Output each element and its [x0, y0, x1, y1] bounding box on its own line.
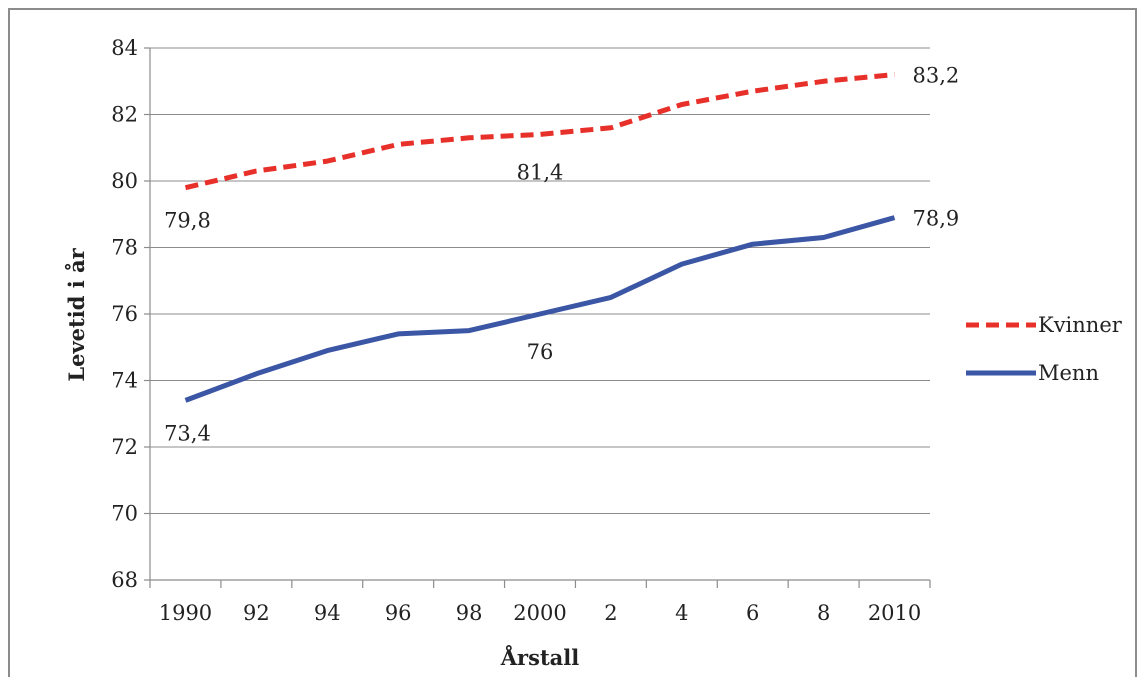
series-line-menn: [184, 215, 896, 403]
legend-label-kvinner: Kvinner: [1038, 313, 1123, 337]
legend: Kvinner Menn: [966, 313, 1123, 385]
data-label-kvinner-5: 81,4: [517, 160, 564, 184]
gridlines: [150, 47, 930, 514]
y-axis-title: Levetid i år: [64, 247, 89, 381]
x-tick-label-7: 4: [675, 601, 688, 625]
data-label-menn-0: 73,4: [164, 421, 211, 445]
y-tick-label-82: 82: [111, 103, 138, 127]
y-tick-label-76: 76: [111, 302, 138, 326]
x-tick-label-10: 2010: [868, 601, 921, 625]
legend-label-menn: Menn: [1038, 361, 1099, 385]
x-tick-label-8: 6: [746, 601, 759, 625]
chart-frame: [8, 8, 1137, 677]
y-tick-label-74: 74: [111, 369, 138, 393]
y-tick-labels: 68 70 72 74 76 78 80 82 84: [111, 36, 138, 592]
x-tick-label-5: 2000: [513, 601, 566, 625]
x-tick-label-1: 92: [243, 601, 270, 625]
x-tick-label-2: 94: [314, 601, 341, 625]
data-label-menn-5: 76: [527, 340, 554, 364]
data-label-menn-10: 78,9: [913, 207, 960, 231]
x-tick-labels: 1990 92 94 96 98 2000 2 4 6 8 2010: [159, 601, 922, 625]
x-tick-label-9: 8: [817, 601, 830, 625]
data-labels: 79,8 81,4 83,2 73,4 76 78,9: [164, 64, 959, 446]
x-tick-label-6: 2: [604, 601, 617, 625]
x-tick-label-3: 96: [385, 601, 412, 625]
x-axis-title: Årstall: [500, 645, 579, 670]
y-tick-label-68: 68: [111, 568, 138, 592]
x-tick-label-0: 1990: [159, 601, 212, 625]
data-label-kvinner-10: 83,2: [913, 64, 960, 88]
series-line-kvinner: [184, 72, 895, 191]
data-label-kvinner-0: 79,8: [164, 209, 211, 233]
y-tick-label-72: 72: [111, 435, 138, 459]
y-tick-label-78: 78: [111, 236, 138, 260]
y-tick-label-70: 70: [111, 502, 138, 526]
y-tick-label-80: 80: [111, 169, 138, 193]
axes: [144, 47, 931, 588]
series-lines: [184, 72, 896, 403]
x-tick-label-4: 98: [456, 601, 483, 625]
y-tick-label-84: 84: [111, 36, 138, 60]
